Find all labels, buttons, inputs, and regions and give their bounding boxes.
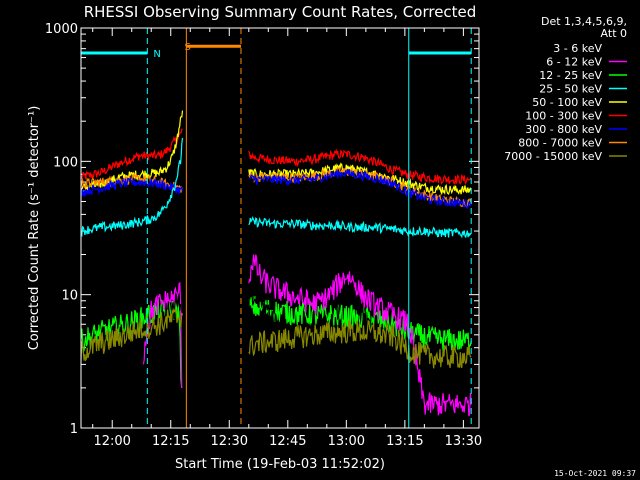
series-line (81, 176, 184, 198)
x-tick-label: 12:15 (152, 434, 189, 449)
y-axis-label: Corrected Count Rate (s⁻¹ detector⁻¹) (27, 106, 42, 351)
legend-item: 50 - 100 keV (532, 96, 627, 109)
series-line (248, 148, 472, 186)
series-line (142, 281, 183, 388)
legend-item: 100 - 300 keV (525, 110, 627, 123)
legend-item: 300 - 800 keV (525, 123, 627, 136)
legend-label: 25 - 50 keV (539, 83, 602, 96)
legend-item: 7000 - 15000 keV (504, 150, 627, 163)
series-line (81, 307, 184, 362)
legend-label: 12 - 25 keV (539, 69, 602, 82)
series-line (248, 162, 472, 196)
legend-label: 6 - 12 keV (546, 56, 602, 69)
y-tick-label: 1000 (45, 22, 78, 37)
x-tick-label: 12:45 (269, 434, 306, 449)
legend-header-line: Det 1,3,4,5,6,9, (541, 15, 627, 28)
series-100-300-keV-kev (81, 128, 472, 186)
series-line (248, 215, 472, 239)
legend-label: 800 - 7000 keV (518, 137, 602, 150)
x-tick-label: 13:15 (386, 434, 423, 449)
legend-label: 3 - 6 keV (553, 42, 602, 55)
series-line (248, 168, 472, 210)
series-line (81, 137, 184, 238)
series-line (81, 298, 183, 388)
legend-label: 7000 - 15000 keV (504, 150, 602, 163)
legend-label: 300 - 800 keV (525, 123, 602, 136)
x-tick-label: 13:00 (328, 434, 365, 449)
legend-label: 100 - 300 keV (525, 110, 602, 123)
series-line (81, 128, 183, 180)
y-tick-label: 1 (70, 422, 78, 437)
legend-item: 25 - 50 keV (539, 83, 627, 96)
annotation-label: N (153, 49, 160, 60)
vline-layer (146, 28, 472, 428)
y-tick-label: 10 (61, 289, 78, 304)
series-layer (81, 110, 472, 428)
x-tick-label: 13:30 (445, 434, 482, 449)
series-line (127, 293, 182, 428)
series-6-12-keV-kev (142, 254, 472, 417)
series-25-50-keV-kev (81, 137, 472, 239)
legend-item: 6 - 12 keV (546, 56, 627, 69)
annotation-layer: NS (153, 42, 191, 60)
series-line (248, 318, 472, 369)
chart-title: RHESSI Observing Summary Count Rates, Co… (84, 3, 477, 21)
x-tick-label: 12:30 (211, 434, 248, 449)
plot-frame (80, 27, 480, 429)
series-7000-15000-keV-kev (81, 307, 472, 369)
legend-item: 3 - 6 keV (553, 42, 627, 55)
flag-layer (81, 44, 472, 55)
series-line (248, 254, 472, 417)
y-tick-label: 100 (53, 155, 78, 170)
legend-item: 800 - 7000 keV (518, 137, 627, 150)
legend-label: 50 - 100 keV (532, 96, 602, 109)
series-300-800-keV-kev (81, 168, 472, 210)
legend-item: 12 - 25 keV (539, 69, 627, 82)
timestamp: 15-Oct-2021 09:37 (554, 469, 636, 478)
axes: 12:00 12:15 12:30 12:45 13:00 13:15 13:30 1 10 10… (45, 22, 482, 449)
x-axis-label: Start Time (19-Feb-03 11:52:02) (175, 457, 385, 472)
x-tick-label: 12:00 (93, 434, 130, 449)
legend-header-line: Att 0 (601, 27, 627, 40)
annotation-label: S (185, 42, 191, 53)
plot-border (80, 27, 480, 429)
